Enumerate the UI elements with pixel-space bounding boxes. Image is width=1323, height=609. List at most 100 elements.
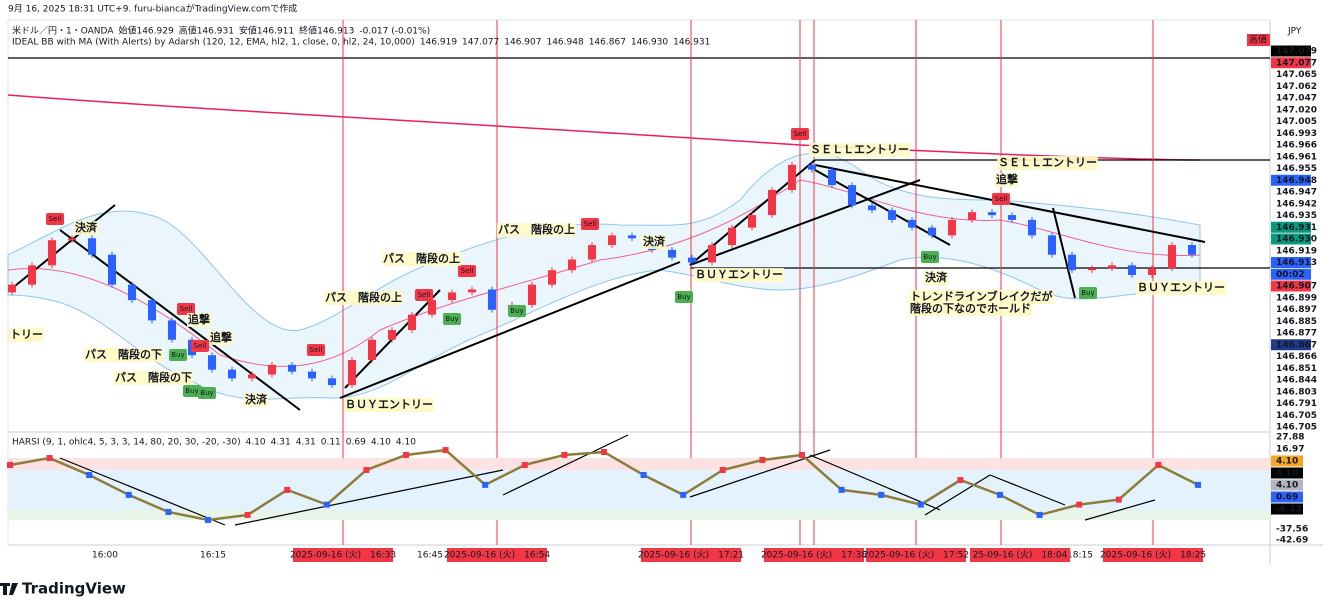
candle-body [528, 284, 536, 305]
footer: TradingView [22, 580, 126, 598]
axis-label: 00:02 [1276, 270, 1305, 280]
osc-candle [759, 456, 766, 463]
candle-body [888, 210, 896, 220]
annotation: ＳＥＬＬエントリー [810, 143, 909, 156]
axis-label: 146.803 [1276, 387, 1317, 397]
annotation-bg [497, 223, 576, 237]
signal: Sell [584, 220, 597, 228]
candle-body [988, 212, 996, 216]
signal: Sell [310, 346, 323, 354]
candle-body [288, 364, 296, 372]
axis-label: 146.961 [1276, 152, 1317, 162]
axis-label: 146.705 [1276, 411, 1317, 421]
candle-body [568, 259, 576, 271]
legend-text: 高値146.931 [179, 25, 234, 37]
axis-label: 146.705 [1276, 423, 1317, 433]
time-marker-bg [764, 548, 864, 562]
annotation-bg [924, 271, 948, 285]
signal: Sell [194, 342, 207, 350]
candle-body [848, 185, 856, 206]
signal-bg [581, 218, 599, 230]
price-tag [1271, 233, 1311, 245]
osc-candle [878, 491, 885, 498]
candle-body [108, 254, 116, 285]
candle-body [968, 212, 976, 220]
osc-tag [1271, 503, 1303, 515]
axis-label: 147.020 [1276, 105, 1317, 115]
annotation: 決済 [245, 392, 268, 406]
annotation-bg [694, 268, 784, 282]
legend-text: 146.907 [504, 38, 541, 48]
candle-body [1028, 219, 1036, 236]
axis-label: 146.935 [1276, 211, 1317, 221]
candle-body [68, 238, 76, 241]
legend-text: 146.919 [420, 38, 457, 48]
trend-line [59, 229, 301, 411]
candle-body [228, 369, 236, 379]
candle-body [628, 235, 636, 239]
x-tick-label: 16:15 [200, 551, 226, 561]
osc-candle [838, 486, 845, 493]
high-tag: 高値 [1249, 34, 1267, 46]
osc-candle [363, 466, 370, 473]
osc-band [8, 458, 1270, 470]
annotation: 決済 [75, 220, 98, 234]
candle-body [588, 245, 596, 260]
annotation-bg [642, 235, 666, 249]
annotation-bg [809, 143, 910, 157]
legend-text: 4.10 [371, 438, 391, 448]
legend-text: 安値146.911 [239, 25, 294, 37]
osc-candle [1076, 501, 1083, 508]
candle-body [728, 227, 736, 246]
osc-candle [482, 481, 489, 488]
time-marker: 25-09-16 (火) 18:04 [973, 550, 1068, 561]
signal-bg [415, 289, 433, 301]
time-marker: 2025-09-16 (火) 18:25 [1100, 550, 1206, 561]
candle-body [1108, 265, 1116, 269]
candle-body [1188, 245, 1196, 255]
axis-label: -42.69 [1276, 536, 1308, 546]
candle-body [608, 235, 616, 246]
axis-label: 16.97 [1276, 445, 1304, 455]
osc-candle [719, 466, 726, 473]
signal: Sell [995, 195, 1008, 203]
axis-label: 147.047 [1276, 94, 1317, 104]
candle-body [388, 330, 396, 340]
annotation-bg [324, 291, 403, 305]
trend-line [809, 454, 941, 511]
signal-bg [191, 340, 209, 352]
signal: Sell [49, 215, 62, 223]
osc-candle [165, 508, 172, 515]
signal-bg [1079, 287, 1097, 299]
annotation: 階段の下なのでホールド [910, 301, 1031, 315]
candle-body [868, 205, 876, 211]
price-tag [1271, 174, 1311, 186]
annotation: ＳＥＬＬエントリー [998, 156, 1097, 169]
osc-candle [1195, 481, 1201, 488]
osc-candle [403, 451, 409, 458]
candle-body [308, 371, 316, 379]
trend-line [814, 164, 1206, 243]
annotation-bg [909, 302, 1032, 316]
osc-band [8, 510, 1270, 520]
osc-candle [1155, 461, 1162, 468]
trend-line [1052, 207, 1076, 299]
price-tag [1271, 257, 1311, 268]
annotation-bg [997, 156, 1098, 170]
candle-body [928, 227, 936, 236]
axis-label: 146.866 [1276, 352, 1317, 362]
candle-body [248, 374, 256, 379]
time-marker-bg [641, 548, 741, 562]
annotation: 決済 [925, 270, 948, 284]
axis-label: 146.919 [1276, 246, 1317, 256]
axis-label: 147.065 [1276, 70, 1317, 80]
axis-label: 146.931 [1276, 223, 1317, 233]
osc-candle [601, 449, 607, 456]
osc-candle [521, 461, 528, 468]
candle-body [8, 284, 16, 293]
osc-candle [680, 491, 687, 498]
signal-bg [183, 385, 201, 397]
annotation: ＢＵＹエントリー [1137, 281, 1225, 294]
annotation-bg [114, 371, 193, 385]
axis-label: 146.966 [1276, 141, 1317, 151]
